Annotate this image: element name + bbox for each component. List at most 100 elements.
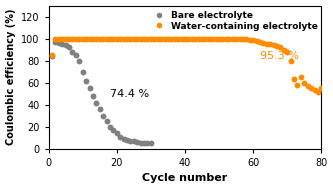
Text: 74.4 %: 74.4 % xyxy=(110,89,149,99)
Point xyxy=(319,87,324,90)
Point xyxy=(94,101,99,104)
Point xyxy=(104,37,109,40)
Point xyxy=(308,87,314,90)
Point xyxy=(261,42,266,45)
Point xyxy=(155,37,161,40)
X-axis label: Cycle number: Cycle number xyxy=(142,174,227,184)
Point xyxy=(63,44,68,47)
Point xyxy=(237,37,242,40)
Point xyxy=(114,132,120,135)
Point xyxy=(73,37,79,40)
Point xyxy=(111,129,116,132)
Point xyxy=(114,37,120,40)
Point xyxy=(298,76,304,79)
Point xyxy=(189,37,194,40)
Point xyxy=(244,37,249,40)
Point xyxy=(73,54,79,57)
Point xyxy=(230,37,235,40)
Point xyxy=(135,141,140,144)
Point xyxy=(56,42,62,45)
Point xyxy=(172,37,177,40)
Point xyxy=(240,37,246,40)
Point xyxy=(162,37,167,40)
Point xyxy=(145,142,150,145)
Point xyxy=(90,94,96,98)
Point xyxy=(196,37,201,40)
Point xyxy=(118,37,123,40)
Point xyxy=(206,37,211,40)
Point xyxy=(267,43,273,46)
Point xyxy=(84,37,89,40)
Point xyxy=(60,43,65,46)
Point xyxy=(80,70,85,73)
Point xyxy=(131,140,137,143)
Point xyxy=(80,37,85,40)
Y-axis label: Coulombic efficiency (%): Coulombic efficiency (%) xyxy=(6,9,16,146)
Point xyxy=(60,37,65,40)
Point xyxy=(118,135,123,138)
Point xyxy=(124,37,130,40)
Point xyxy=(94,37,99,40)
Point xyxy=(128,37,133,40)
Point xyxy=(182,37,187,40)
Point xyxy=(148,37,154,40)
Point xyxy=(142,37,147,40)
Point xyxy=(77,59,82,62)
Point xyxy=(254,39,259,42)
Point xyxy=(121,37,126,40)
Point xyxy=(77,37,82,40)
Point xyxy=(312,89,317,92)
Point xyxy=(203,37,208,40)
Legend: Bare electrolyte, Water-containing electrolyte: Bare electrolyte, Water-containing elect… xyxy=(147,7,321,34)
Point xyxy=(87,87,92,90)
Point xyxy=(63,37,68,40)
Point xyxy=(295,83,300,86)
Point xyxy=(302,81,307,84)
Point xyxy=(138,37,143,40)
Point xyxy=(274,45,280,48)
Point xyxy=(56,37,62,40)
Point xyxy=(53,40,58,43)
Point xyxy=(250,38,256,41)
Point xyxy=(152,37,157,40)
Point xyxy=(128,140,133,143)
Point xyxy=(305,84,310,88)
Point xyxy=(145,37,150,40)
Point xyxy=(101,37,106,40)
Point xyxy=(216,37,222,40)
Point xyxy=(179,37,184,40)
Point xyxy=(220,37,225,40)
Point xyxy=(70,50,75,53)
Point xyxy=(107,37,113,40)
Point xyxy=(271,44,276,47)
Point xyxy=(148,142,154,145)
Point xyxy=(315,90,321,93)
Point xyxy=(135,37,140,40)
Point xyxy=(97,37,103,40)
Point xyxy=(233,37,239,40)
Point xyxy=(124,139,130,142)
Point xyxy=(101,114,106,117)
Point xyxy=(264,43,269,46)
Point xyxy=(281,48,286,51)
Point xyxy=(66,46,72,49)
Point xyxy=(49,54,55,57)
Point xyxy=(70,37,75,40)
Point xyxy=(209,37,215,40)
Point xyxy=(87,37,92,40)
Point xyxy=(138,142,143,145)
Point xyxy=(227,37,232,40)
Point xyxy=(159,37,164,40)
Point xyxy=(84,79,89,82)
Point xyxy=(97,108,103,111)
Point xyxy=(165,37,170,40)
Point xyxy=(247,38,252,41)
Point xyxy=(291,78,297,81)
Point xyxy=(142,142,147,145)
Point xyxy=(111,37,116,40)
Point xyxy=(288,59,293,62)
Point xyxy=(285,50,290,53)
Point xyxy=(186,37,191,40)
Point xyxy=(121,137,126,140)
Point xyxy=(66,37,72,40)
